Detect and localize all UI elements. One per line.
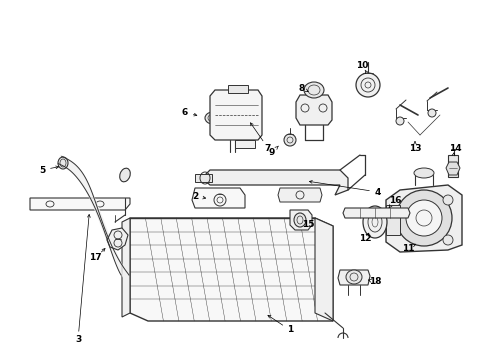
Text: 4: 4 <box>374 188 381 197</box>
Ellipse shape <box>427 109 435 117</box>
Polygon shape <box>202 170 347 195</box>
Text: 16: 16 <box>388 195 401 204</box>
Text: 18: 18 <box>368 278 381 287</box>
Text: 1: 1 <box>286 325 292 334</box>
Text: 2: 2 <box>191 192 198 201</box>
Text: 7: 7 <box>264 144 271 153</box>
Bar <box>227 85 247 93</box>
Polygon shape <box>122 218 130 317</box>
Ellipse shape <box>395 190 451 246</box>
Polygon shape <box>235 140 254 148</box>
Bar <box>447 155 457 177</box>
Text: 14: 14 <box>448 144 460 153</box>
Polygon shape <box>445 162 459 175</box>
Text: 15: 15 <box>301 220 314 229</box>
Polygon shape <box>289 210 311 230</box>
Polygon shape <box>337 270 369 285</box>
Text: 13: 13 <box>408 144 420 153</box>
Ellipse shape <box>442 235 452 245</box>
Text: 9: 9 <box>268 148 275 157</box>
Ellipse shape <box>355 73 379 97</box>
Polygon shape <box>342 208 409 218</box>
Text: 17: 17 <box>88 253 101 262</box>
Text: 11: 11 <box>401 243 413 252</box>
Polygon shape <box>195 174 212 182</box>
Text: 5: 5 <box>39 166 45 175</box>
Ellipse shape <box>413 168 433 178</box>
Ellipse shape <box>346 270 361 284</box>
Ellipse shape <box>58 157 68 169</box>
Polygon shape <box>314 218 332 321</box>
Polygon shape <box>130 218 332 321</box>
Polygon shape <box>192 188 244 208</box>
Polygon shape <box>385 185 461 252</box>
Ellipse shape <box>362 206 386 238</box>
Ellipse shape <box>405 200 441 236</box>
Polygon shape <box>278 188 321 202</box>
Text: 8: 8 <box>298 84 305 93</box>
Polygon shape <box>107 228 128 250</box>
Text: 6: 6 <box>182 108 188 117</box>
Ellipse shape <box>395 117 403 125</box>
Ellipse shape <box>442 195 452 205</box>
Polygon shape <box>385 205 399 235</box>
Polygon shape <box>295 95 331 125</box>
Text: 12: 12 <box>358 234 370 243</box>
Ellipse shape <box>284 134 295 146</box>
Ellipse shape <box>293 213 305 227</box>
Polygon shape <box>30 198 130 210</box>
Polygon shape <box>209 90 262 140</box>
Ellipse shape <box>204 112 221 124</box>
Text: 3: 3 <box>75 336 81 345</box>
Ellipse shape <box>304 82 324 98</box>
Text: 10: 10 <box>355 60 367 69</box>
Ellipse shape <box>120 168 130 182</box>
